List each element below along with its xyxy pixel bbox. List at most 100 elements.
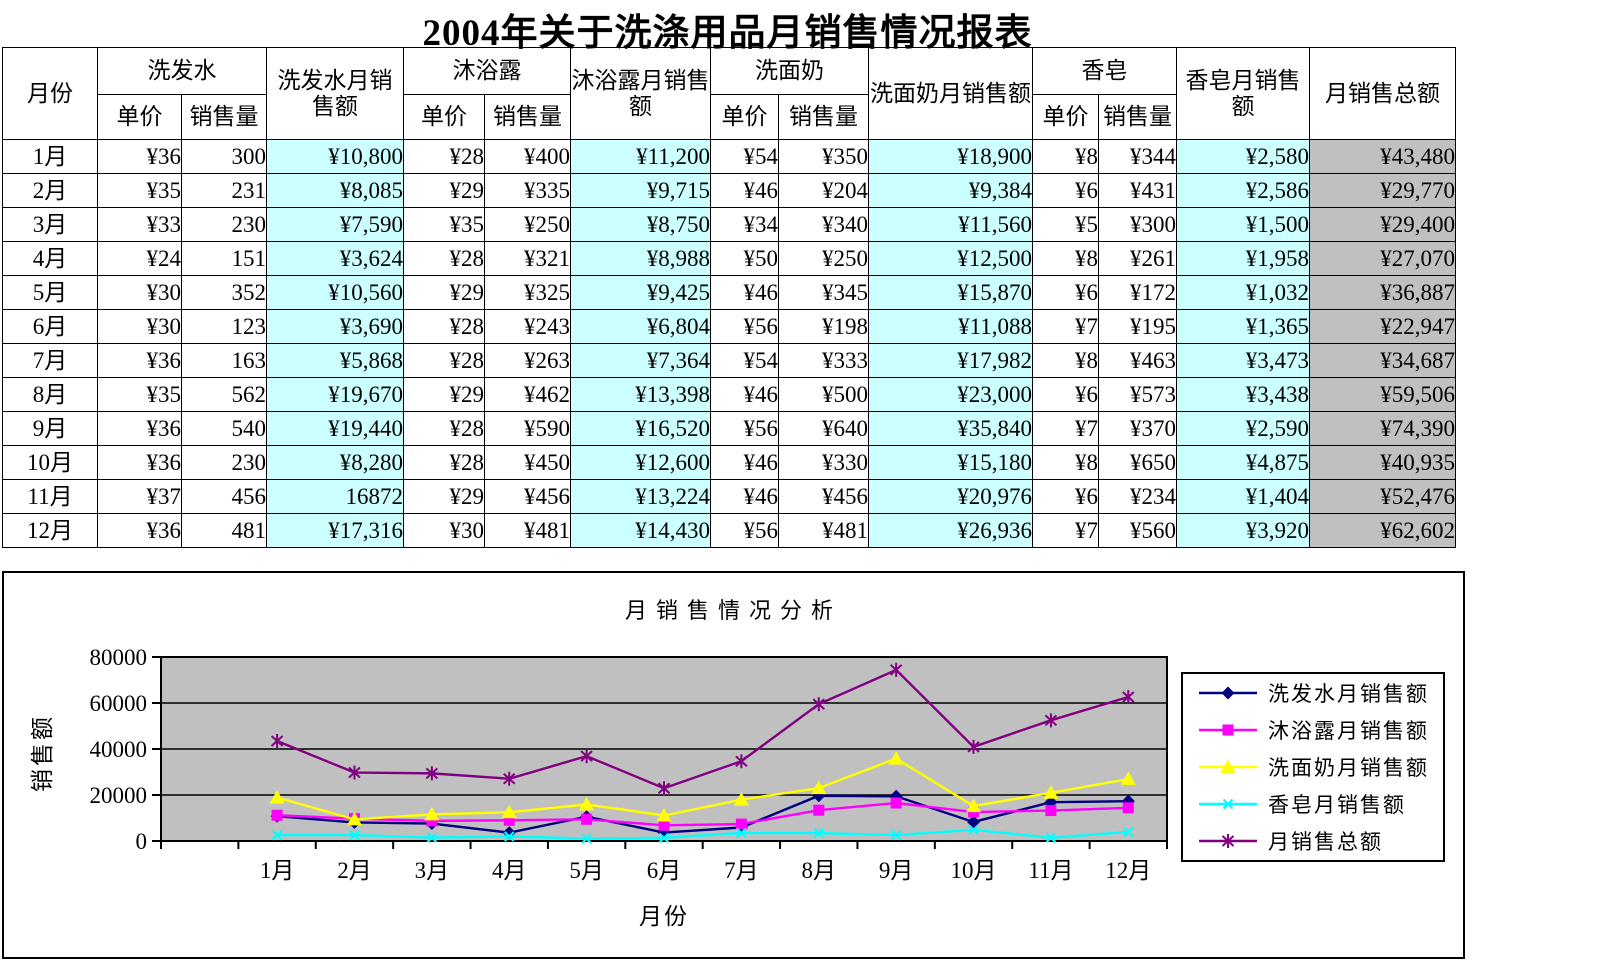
x-marker-icon — [1045, 832, 1057, 844]
chart-title: 月销售情况分析 — [624, 598, 842, 623]
triangle-marker-icon — [1220, 759, 1236, 773]
legend-marker-icon — [1199, 759, 1257, 773]
cell-amount: ¥6,804 — [570, 309, 711, 344]
cell-total: ¥62,602 — [1309, 513, 1456, 548]
table-header: 月份 洗发水 洗发水月销售额 沐浴露 沐浴露月销售额 洗面奶 洗面奶月销售额 香… — [2, 47, 1456, 140]
cell-value: ¥456 — [484, 479, 571, 514]
cell-amount: ¥7,590 — [266, 207, 404, 242]
triangle-marker-icon — [888, 751, 904, 765]
cell-value: ¥6 — [1032, 479, 1099, 514]
cell-amount: ¥8,988 — [570, 241, 711, 276]
cell-value: ¥29 — [403, 275, 485, 310]
cell-value: ¥195 — [1098, 309, 1177, 344]
cell-month: 10月 — [2, 445, 98, 480]
cell-value: ¥450 — [484, 445, 571, 480]
cell-value: 230 — [181, 445, 267, 480]
chart: 月销售情况分析 0 20000 40000 60000 80000 1月 2月 3月 4月 5月 6… — [2, 571, 1465, 959]
legend-label: 月销售总额 — [1268, 830, 1383, 854]
table-row: 7月 ¥36 163 ¥5,868 ¥28 ¥263 ¥7,364 ¥54 ¥333 ¥17,98… — [2, 343, 1456, 378]
cell-amount: ¥23,000 — [868, 377, 1033, 412]
triangle-marker-icon — [269, 790, 285, 804]
header-shampoo-amount: 洗发水月销售额 — [266, 47, 404, 140]
x-marker-icon — [503, 831, 515, 842]
x-tick-label: 3月 — [415, 858, 450, 883]
cell-amount: ¥17,982 — [868, 343, 1033, 378]
cell-value: ¥198 — [778, 309, 869, 344]
x-tick-label: 5月 — [569, 858, 604, 883]
y-tick-label: 40000 — [90, 737, 148, 762]
cell-value: ¥28 — [403, 343, 485, 378]
legend-entry: 洗发水月销售额 — [1197, 675, 1443, 711]
cell-value: ¥46 — [710, 173, 779, 208]
cell-amount: ¥4,875 — [1176, 445, 1310, 480]
cell-amount: ¥17,316 — [266, 513, 404, 548]
cell-month: 7月 — [2, 343, 98, 378]
star-marker-icon — [270, 735, 284, 747]
y-tick-label: 80000 — [90, 645, 148, 670]
legend-marker-icon — [1199, 798, 1257, 810]
cell-value: ¥330 — [778, 445, 869, 480]
header-price: 单价 — [403, 94, 485, 140]
cell-value: 151 — [181, 241, 267, 276]
cell-value: ¥29 — [403, 377, 485, 412]
cell-value: ¥300 — [1098, 207, 1177, 242]
y-tick-label: 20000 — [90, 783, 148, 808]
triangle-marker-icon — [966, 798, 982, 813]
cell-month: 12月 — [2, 513, 98, 548]
header-group-cleanser: 洗面奶 — [710, 47, 869, 95]
cell-amount: ¥1,500 — [1176, 207, 1310, 242]
triangle-marker-icon — [424, 806, 440, 821]
cell-month: 5月 — [2, 275, 98, 310]
triangle-marker-icon — [579, 796, 595, 811]
table-row: 9月 ¥36 540 ¥19,440 ¥28 ¥590 ¥16,520 ¥56 ¥640 ¥35,… — [2, 411, 1456, 446]
cell-value: ¥54 — [710, 139, 779, 174]
cell-amount: ¥3,690 — [266, 309, 404, 344]
header-qty: 销售量 — [1098, 94, 1177, 140]
cell-total: ¥74,390 — [1309, 411, 1456, 446]
legend-entry: 香皂月销售额 — [1197, 786, 1443, 822]
cell-month: 8月 — [2, 377, 98, 412]
cell-value: ¥46 — [710, 479, 779, 514]
x-marker-icon — [813, 827, 825, 839]
series-line — [277, 828, 1129, 840]
cell-value: ¥234 — [1098, 479, 1177, 514]
cell-total: ¥40,935 — [1309, 445, 1456, 480]
cell-value: ¥573 — [1098, 377, 1177, 412]
cell-value: ¥35 — [403, 207, 485, 242]
cell-value: ¥333 — [778, 343, 869, 378]
table-row: 11月 ¥37 456 16872 ¥29 ¥456 ¥13,224 ¥46 ¥456 ¥20,9… — [2, 479, 1456, 514]
cell-value: 231 — [181, 173, 267, 208]
cell-value: ¥431 — [1098, 173, 1177, 208]
cell-value: 230 — [181, 207, 267, 242]
header-group-soap: 香皂 — [1032, 47, 1177, 95]
cell-amount: ¥8,280 — [266, 445, 404, 480]
x-marker-icon — [426, 832, 438, 843]
cell-value: ¥36 — [97, 139, 182, 174]
star-marker-icon — [812, 698, 825, 710]
table-row: 1月 ¥36 300 ¥10,800 ¥28 ¥400 ¥11,200 ¥54 ¥350 ¥18,… — [2, 139, 1456, 174]
cell-amount: ¥26,936 — [868, 513, 1033, 548]
cell-value: 123 — [181, 309, 267, 344]
cell-amount: ¥12,500 — [868, 241, 1033, 276]
cell-total: ¥34,687 — [1309, 343, 1456, 378]
cell-value: ¥650 — [1098, 445, 1177, 480]
header-group-shampoo: 洗发水 — [97, 47, 267, 95]
square-marker-icon — [271, 809, 283, 821]
header-bodywash-amount: 沐浴露月销售额 — [570, 47, 711, 140]
cell-amount: ¥20,976 — [868, 479, 1033, 514]
header-monthly-total: 月销售总额 — [1309, 47, 1456, 140]
cell-amount: ¥10,800 — [266, 139, 404, 174]
cell-value: ¥28 — [403, 445, 485, 480]
cell-value: 481 — [181, 513, 267, 548]
cell-value: ¥335 — [484, 173, 571, 208]
header-qty: 销售量 — [181, 94, 267, 140]
cell-amount: ¥15,180 — [868, 445, 1033, 480]
y-tick-label: 60000 — [90, 691, 148, 716]
cell-value: ¥7 — [1032, 309, 1099, 344]
star-marker-icon — [1122, 691, 1135, 703]
cell-value: ¥56 — [710, 309, 779, 344]
cell-amount: ¥8,750 — [570, 207, 711, 242]
cell-amount: ¥2,580 — [1176, 139, 1310, 174]
x-marker-icon — [1123, 826, 1134, 838]
cell-value: ¥560 — [1098, 513, 1177, 548]
